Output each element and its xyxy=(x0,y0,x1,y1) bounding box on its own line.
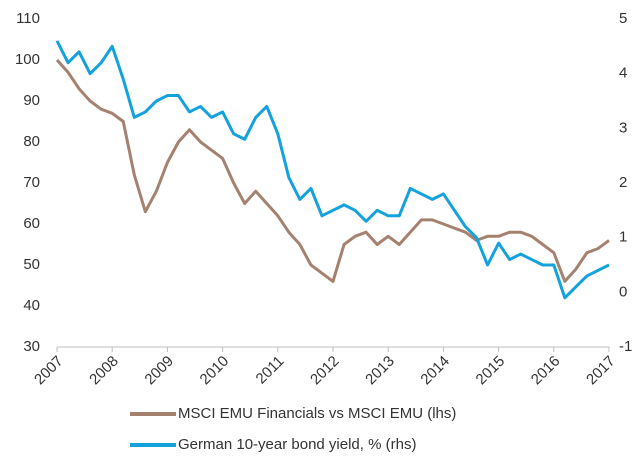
x-tick-label: 2017 xyxy=(583,353,619,389)
legend-label: German 10-year bond yield, % (rhs) xyxy=(178,436,416,453)
y-tick-label: 100 xyxy=(15,51,40,68)
x-tick-label: 2015 xyxy=(473,353,509,389)
legend-label: MSCI EMU Financials vs MSCI EMU (lhs) xyxy=(178,405,456,422)
y2-tick-label: 1 xyxy=(619,229,627,246)
y2-tick-label: 2 xyxy=(619,174,627,191)
x-tick-label: 2011 xyxy=(253,353,288,388)
y-tick-label: 90 xyxy=(23,92,40,109)
series-line xyxy=(55,40,610,300)
x-tick-label: 2012 xyxy=(307,353,343,389)
y2-tick-label: 5 xyxy=(619,10,627,27)
y-tick-label: 70 xyxy=(23,174,40,191)
x-tick-label: 2009 xyxy=(141,353,177,389)
x-tick-label: 2010 xyxy=(197,353,233,389)
y2-tick-label: 3 xyxy=(619,119,627,136)
x-tick-label: 2008 xyxy=(86,353,122,389)
x-tick-label: 2007 xyxy=(31,353,67,389)
y-tick-label: 30 xyxy=(23,338,40,355)
x-tick-label: 2016 xyxy=(528,353,564,389)
y2-tick-label: 0 xyxy=(619,283,627,300)
x-tick-label: 2014 xyxy=(417,353,453,389)
y-tick-label: 80 xyxy=(23,133,40,150)
y-tick-label: 60 xyxy=(23,215,40,232)
y2-tick-label: 4 xyxy=(619,65,627,82)
y2-tick-label: -1 xyxy=(619,338,632,355)
y-tick-label: 50 xyxy=(23,256,40,273)
y-tick-label: 110 xyxy=(16,10,40,27)
x-tick-label: 2013 xyxy=(362,353,398,389)
y-tick-label: 40 xyxy=(23,297,40,314)
series-line xyxy=(55,58,610,283)
